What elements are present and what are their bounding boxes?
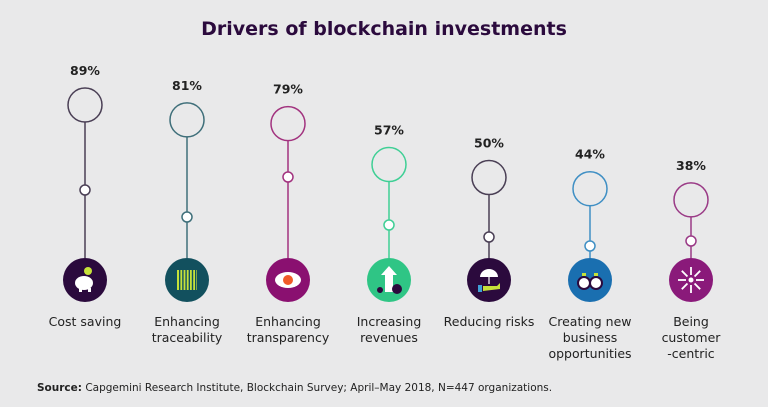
- category-label: Cost saving: [48, 314, 122, 329]
- chart-title: Drivers of blockchain investments: [201, 18, 567, 40]
- data-label: 79%: [273, 82, 303, 97]
- category-label: Reducing risks: [443, 314, 535, 329]
- lollipop-item: 89%: [63, 63, 107, 302]
- barcode-icon: [165, 258, 209, 302]
- value-marker: [67, 87, 103, 123]
- data-label: 81%: [172, 78, 202, 93]
- stem-node: [181, 211, 193, 223]
- value-marker: [673, 182, 709, 218]
- stem-node: [584, 240, 596, 252]
- lollipop-item: 44%: [568, 147, 612, 302]
- value-marker: [371, 146, 407, 183]
- converging-arrows-icon: [669, 258, 713, 302]
- rising-arrow-icon: [367, 258, 411, 302]
- value-marker: [270, 105, 306, 142]
- category-label: Increasing revenues: [356, 314, 422, 345]
- source-label: Source:: [37, 382, 82, 394]
- value-marker: [471, 159, 507, 196]
- stem-node: [685, 235, 697, 247]
- data-label: 89%: [70, 63, 100, 78]
- data-label: 38%: [676, 158, 706, 173]
- data-label: 57%: [374, 123, 404, 138]
- stem-node: [282, 171, 294, 183]
- data-label: 50%: [474, 136, 504, 151]
- value-marker: [169, 102, 205, 138]
- category-label: Enhancing traceability: [151, 314, 223, 345]
- lollipop-item: 81%: [165, 78, 209, 302]
- eye-icon: [266, 258, 310, 302]
- piggy-bank-icon: [63, 258, 107, 302]
- lollipop-item: 57%: [367, 123, 411, 302]
- source-text: Capgemini Research Institute, Blockchain…: [81, 382, 553, 394]
- binoculars-icon: [568, 258, 612, 302]
- stem-node: [383, 219, 395, 231]
- category-label: Being customer -centric: [661, 314, 721, 361]
- source-note: Source: Capgemini Research Institute, Bl…: [37, 382, 552, 394]
- value-marker: [572, 170, 608, 207]
- lollipop-item: 38%: [669, 158, 713, 302]
- category-label: Creating new business opportunities: [548, 314, 632, 361]
- category-label: Enhancing transparency: [246, 314, 330, 345]
- lollipop-item: 79%: [266, 82, 310, 302]
- data-label: 44%: [575, 147, 605, 162]
- umbrella-hand-icon: [467, 258, 511, 302]
- stem-node: [483, 231, 495, 243]
- lollipop-item: 50%: [467, 136, 511, 302]
- stem-node: [79, 184, 91, 196]
